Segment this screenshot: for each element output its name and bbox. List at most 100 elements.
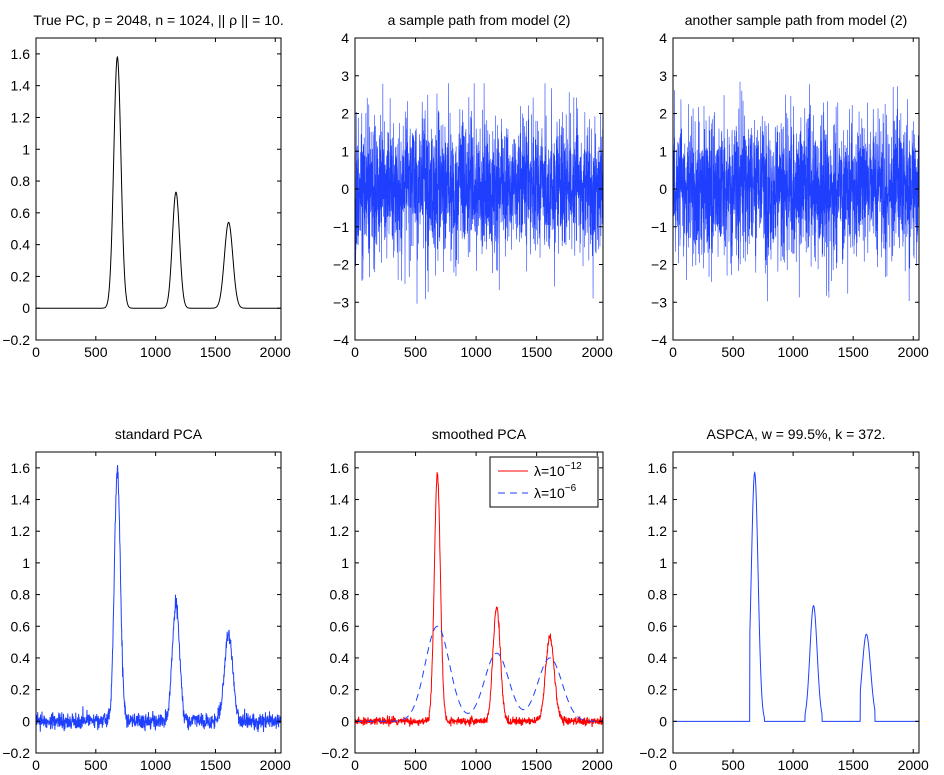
y-tick-label: 2: [659, 106, 667, 122]
legend-box: [489, 456, 599, 508]
chart-title: another sample path from model (2): [685, 12, 908, 28]
y-tick-label: 0.4: [11, 237, 31, 253]
x-tick-label: 0: [669, 757, 677, 773]
x-tick-label: 500: [84, 344, 108, 360]
chart-sample-path-1: 0 500 1000 1500 2000 −4 −3 −2 −1 0 1 2 3 4 a sample pa…: [333, 12, 613, 360]
y-tick-label: 0.6: [648, 618, 668, 634]
x-tick-label: 1000: [778, 344, 809, 360]
x-tick-label: 1500: [200, 757, 231, 773]
x-tick-label: 500: [721, 344, 745, 360]
y-tick-label: 0.8: [11, 173, 31, 189]
x-tick-label: 0: [351, 344, 359, 360]
y-tick-label: −1: [651, 219, 667, 235]
y-tick-label: 0.2: [11, 682, 31, 698]
y-tick-label: 3: [341, 68, 349, 84]
x-tick-label: 1500: [521, 344, 552, 360]
y-tick-label: 1: [341, 143, 349, 159]
y-tick-label: 1.6: [648, 460, 668, 476]
x-tick-label: 1000: [140, 344, 171, 360]
y-tick-label: 0.6: [11, 618, 31, 634]
chart-title: a sample path from model (2): [388, 12, 571, 28]
plot-frame: [354, 451, 604, 754]
series-line-0: [355, 83, 603, 304]
chart-title: ASPCA, w = 99.5%, k = 372.: [707, 426, 886, 442]
y-tick-label: 0.8: [11, 587, 31, 603]
x-tick-label: 500: [721, 757, 745, 773]
y-tick-label: −0.2: [2, 745, 30, 761]
y-tick-label: 1.4: [11, 492, 31, 508]
y-tick-label: 0.2: [648, 682, 668, 698]
chart-sample-path-2: 0 500 1000 1500 2000 −4 −3 −2 −1 0 1 2 3 4 another sam…: [651, 12, 929, 360]
chart-title: True PC, p = 2048, n = 1024, || ρ || = 1…: [33, 12, 283, 28]
x-tick-label: 1500: [838, 344, 869, 360]
plot-frame: [672, 451, 920, 754]
y-tick-label: 1: [22, 555, 30, 571]
x-tick-label: 2000: [582, 757, 613, 773]
x-tick-label: 2000: [898, 757, 929, 773]
y-tick-label: 1: [659, 555, 667, 571]
plot-frame: [35, 451, 282, 754]
x-tick-label: 2000: [260, 344, 291, 360]
x-tick-label: 1000: [461, 757, 492, 773]
x-tick-label: 500: [84, 757, 108, 773]
chart-standard-pca: 0 500 1000 1500 2000−0.200.20.40.60.811.21.4…: [2, 426, 291, 773]
y-tick-label: −0.2: [639, 745, 667, 761]
y-tick-label: 3: [659, 68, 667, 84]
chart-true-pc: 0 500 1000 1500 2000−0.200.20.40.60.811.21.4…: [2, 12, 291, 360]
x-tick-label: 0: [351, 757, 359, 773]
y-tick-label: 0: [341, 181, 349, 197]
y-tick-label: 4: [659, 30, 667, 46]
y-tick-label: 0.4: [330, 650, 350, 666]
series-line-0: [673, 471, 919, 722]
y-tick-label: 0: [22, 300, 30, 316]
y-tick-label: 1.2: [330, 523, 350, 539]
chart-title: standard PCA: [115, 426, 203, 442]
y-tick-label: 0.6: [330, 618, 350, 634]
y-tick-label: 1: [22, 141, 30, 157]
y-tick-label: 0: [22, 713, 30, 729]
x-tick-label: 0: [32, 344, 40, 360]
y-tick-label: 1.2: [11, 523, 31, 539]
plot-frame: [35, 37, 282, 341]
x-tick-label: 1500: [838, 757, 869, 773]
y-tick-label: 1.6: [11, 46, 31, 62]
chart-title: smoothed PCA: [432, 426, 527, 442]
y-tick-label: 0.8: [648, 587, 668, 603]
y-tick-label: 1.4: [11, 78, 31, 94]
y-tick-label: 0.6: [11, 205, 31, 221]
y-tick-label: 4: [341, 30, 349, 46]
x-tick-label: 1000: [778, 757, 809, 773]
y-tick-label: −3: [333, 294, 349, 310]
x-tick-label: 1500: [521, 757, 552, 773]
x-tick-label: 0: [32, 757, 40, 773]
legend-label-exponent: −12: [565, 461, 582, 472]
y-tick-label: 0: [341, 713, 349, 729]
x-tick-label: 2000: [582, 344, 613, 360]
x-tick-label: 500: [404, 757, 428, 773]
series-line-0: [673, 81, 919, 302]
y-tick-label: 1: [341, 555, 349, 571]
y-tick-label: 1.2: [11, 109, 31, 125]
y-tick-label: −1: [333, 219, 349, 235]
y-tick-label: −2: [651, 257, 667, 273]
x-tick-label: 500: [404, 344, 428, 360]
x-tick-label: 2000: [898, 344, 929, 360]
chart-smoothed-pca: 0 500 1000 1500 2000−0.200.20.40.60.811.21.4…: [321, 426, 613, 773]
y-tick-label: 0: [659, 181, 667, 197]
x-tick-label: 0: [669, 344, 677, 360]
series-line-0: [36, 465, 281, 733]
y-tick-label: 0.2: [330, 682, 350, 698]
legend-label-exponent: −6: [565, 483, 577, 494]
y-tick-label: −0.2: [321, 745, 349, 761]
y-tick-label: 1.6: [11, 460, 31, 476]
x-tick-label: 1000: [461, 344, 492, 360]
series-line-1: [355, 625, 603, 722]
series-line-0: [355, 472, 603, 728]
y-tick-label: 0.4: [11, 650, 31, 666]
x-tick-label: 1500: [200, 344, 231, 360]
series-line-0: [36, 55, 281, 309]
y-tick-label: −4: [651, 332, 667, 348]
y-tick-label: 1: [659, 143, 667, 159]
legend: λ=10−12λ=10−6: [489, 456, 599, 508]
